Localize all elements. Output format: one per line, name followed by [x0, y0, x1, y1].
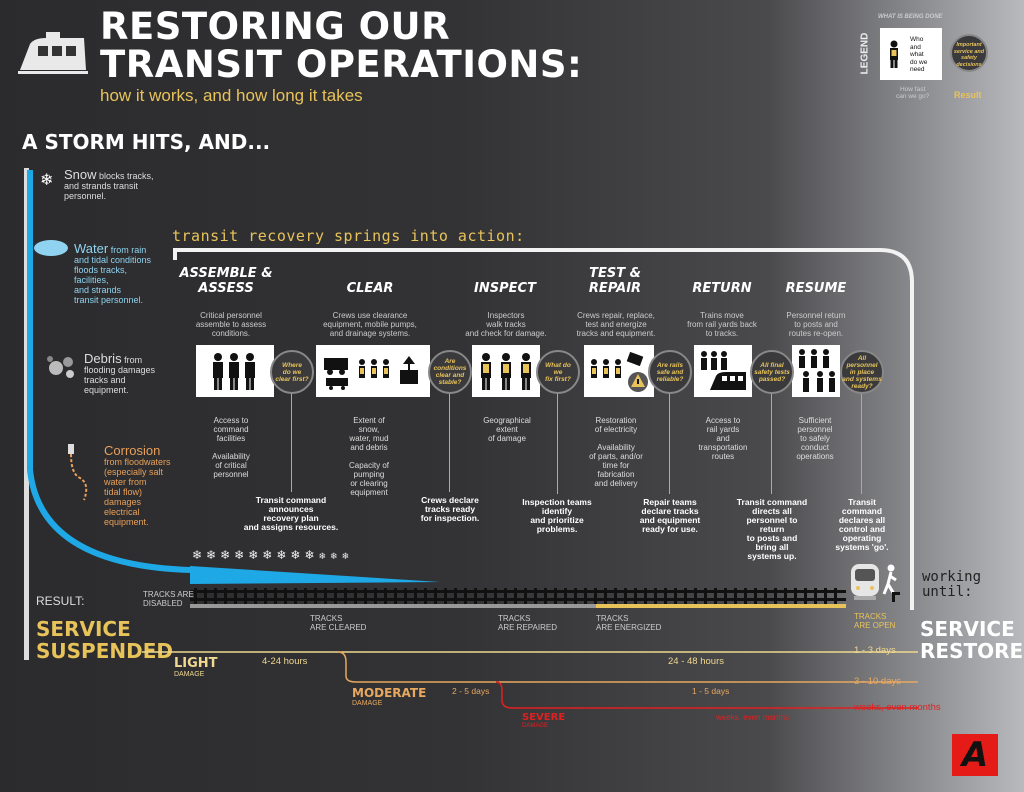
- debris-icon: [46, 354, 80, 385]
- phase-desc-return: Trains move from rail yards back to tracks…: [687, 311, 757, 338]
- corrosion-plug-icon: [66, 444, 96, 509]
- snowflake-icon: ❄: [40, 172, 54, 189]
- light-duration-2: 24 - 48 hours: [668, 656, 724, 667]
- phase-desc-repair: Crews repair, replace, test and energize t…: [576, 311, 656, 338]
- result-assemble: Transit command announces recovery plan and…: [243, 495, 339, 532]
- tracks-cleared-label: TRACKS ARE CLEARED: [310, 614, 367, 632]
- legend-fast-text: How fast can we go?: [896, 86, 930, 100]
- inspector-group-icon: [478, 352, 536, 397]
- legend-decision-circle: Important service and safety decisions: [950, 34, 988, 72]
- connector-2: [449, 392, 450, 492]
- tracks-open-label: TRACKS ARE OPEN: [854, 612, 896, 630]
- legend-person-icon: [888, 40, 900, 73]
- connector-4: [669, 392, 670, 494]
- phase-test-repair: TEST & REPAIR: [588, 266, 642, 296]
- result-return: Transit command directs all personnel to re…: [736, 497, 808, 561]
- phase-desc-inspect: Inspectors walk tracks and check for damag…: [465, 311, 547, 338]
- decision-conditions-stable: Are conditions clear and stable?: [428, 350, 472, 394]
- needs-inspect: Geographical extent of damage: [483, 416, 531, 443]
- phase-return: RETURN: [692, 281, 752, 296]
- phase-clear: CLEAR: [346, 281, 394, 296]
- phase-inspect: INSPECT: [474, 281, 536, 296]
- legend-heading: WHAT IS BEING DONE: [878, 14, 943, 20]
- connector-5: [771, 392, 772, 494]
- needs-resume: Sufficient personnel to safely conduct opera…: [796, 416, 834, 461]
- result-repair: Repair teams declare tracks and equipment r…: [639, 497, 701, 534]
- severe-damage-label: SEVERE DAMAGE: [522, 712, 566, 729]
- personnel-group-icon: [210, 352, 260, 397]
- recovery-heading: transit recovery springs into action:: [172, 227, 525, 245]
- light-total: 1 - 3 days: [854, 645, 896, 656]
- decision-where-clear: Where do we clear first?: [270, 350, 314, 394]
- result-clear: Crews declare tracks ready for inspection.: [420, 495, 480, 523]
- moderate-duration-2: 1 - 5 days: [692, 686, 730, 696]
- light-duration-1: 4-24 hours: [262, 656, 308, 667]
- legend: WHAT IS BEING DONE LEGEND Who and what do w…: [858, 14, 1008, 104]
- decision-rails-safe: Are rails safe and reliable?: [648, 350, 692, 394]
- decision-systems-ready: All personnel in place and systems ready?: [840, 350, 884, 394]
- page-title: RESTORING OUR TRANSIT OPERATIONS:: [100, 5, 583, 86]
- connector-6: [861, 392, 862, 494]
- result-inspect: Inspection teams identify and prioritize pr…: [522, 497, 592, 534]
- connector-3: [557, 392, 558, 494]
- walking-person-icon: [882, 564, 900, 609]
- train-front-icon: [850, 562, 880, 607]
- tracks-repaired-label: TRACKS ARE REPAIRED: [498, 614, 557, 632]
- brand-logo: A: [952, 734, 998, 776]
- legend-result: Result: [954, 90, 982, 100]
- snowfall-icons: ❄❄❄❄❄❄❄❄❄❄❄❄: [192, 548, 354, 562]
- needs-return: Access to rail yards and transportation rout…: [698, 416, 748, 461]
- cause-corrosion: Corrosion from floodwaters (especially sa…: [104, 443, 171, 527]
- service-suspended: SERVICE SUSPENDED: [36, 617, 173, 663]
- clearance-equipment-icon: [322, 354, 422, 395]
- repair-crew-icon: [588, 351, 652, 399]
- phase-desc-resume: Personnel return to posts and routes re-op…: [786, 311, 846, 338]
- needs-repair: Restoration of electricity Availability of…: [589, 416, 643, 488]
- storm-heading: A STORM HITS, AND...: [22, 130, 271, 154]
- needs-assemble: Access to command facilities Availability o…: [212, 416, 250, 479]
- side-timeline-bar: [24, 168, 29, 660]
- working-until: working until:: [922, 569, 982, 600]
- cause-water: Water from rain and tidal conditions floo…: [74, 241, 152, 305]
- resume-personnel-icon: [796, 348, 838, 401]
- train-icon: [16, 30, 90, 83]
- severe-duration: weeks, even months: [716, 713, 789, 722]
- cause-debris: Debris from flooding damages tracks and eq…: [84, 351, 156, 395]
- return-train-icon: [698, 350, 750, 399]
- light-damage-label: LIGHT DAMAGE: [174, 656, 218, 678]
- result-label: RESULT:: [36, 594, 85, 608]
- decision-fix-first: What do we fix first?: [536, 350, 580, 394]
- tracks-energized-label: TRACKS ARE ENERGIZED: [596, 614, 662, 632]
- phase-desc-assemble: Critical personnel assemble to assess cond…: [195, 311, 267, 338]
- track: [190, 588, 846, 608]
- moderate-duration-1: 2 - 5 days: [452, 686, 490, 696]
- service-restored: SERVICERESTORED: [920, 617, 1024, 663]
- connector-1: [291, 392, 292, 492]
- phase-assemble-assess: ASSEMBLE & ASSESS: [179, 266, 273, 296]
- decision-safety-tests: All final safety tests passed?: [750, 350, 794, 394]
- result-resume: Transit command declares all control and ope…: [835, 497, 889, 552]
- phase-desc-clear: Crews use clearance equipment, mobile pum…: [323, 311, 417, 338]
- severe-total: weeks, even months: [854, 702, 941, 713]
- water-drop-icon: [34, 240, 68, 256]
- moderate-total: 3 - 10 days: [854, 676, 901, 687]
- moderate-damage-label: MODERATE DAMAGE: [352, 686, 427, 707]
- page-subtitle: how it works, and how long it takes: [100, 86, 363, 105]
- cause-snow: Snow blocks tracks, and strands transit p…: [64, 167, 154, 201]
- needs-clear: Extent of snow, water, mud and debris Capac…: [348, 416, 390, 497]
- legend-who-text: Who and what do we need: [910, 36, 928, 73]
- tracks-disabled-label: TRACKS ARE DISABLED: [143, 590, 194, 608]
- phase-resume: RESUME: [785, 281, 847, 296]
